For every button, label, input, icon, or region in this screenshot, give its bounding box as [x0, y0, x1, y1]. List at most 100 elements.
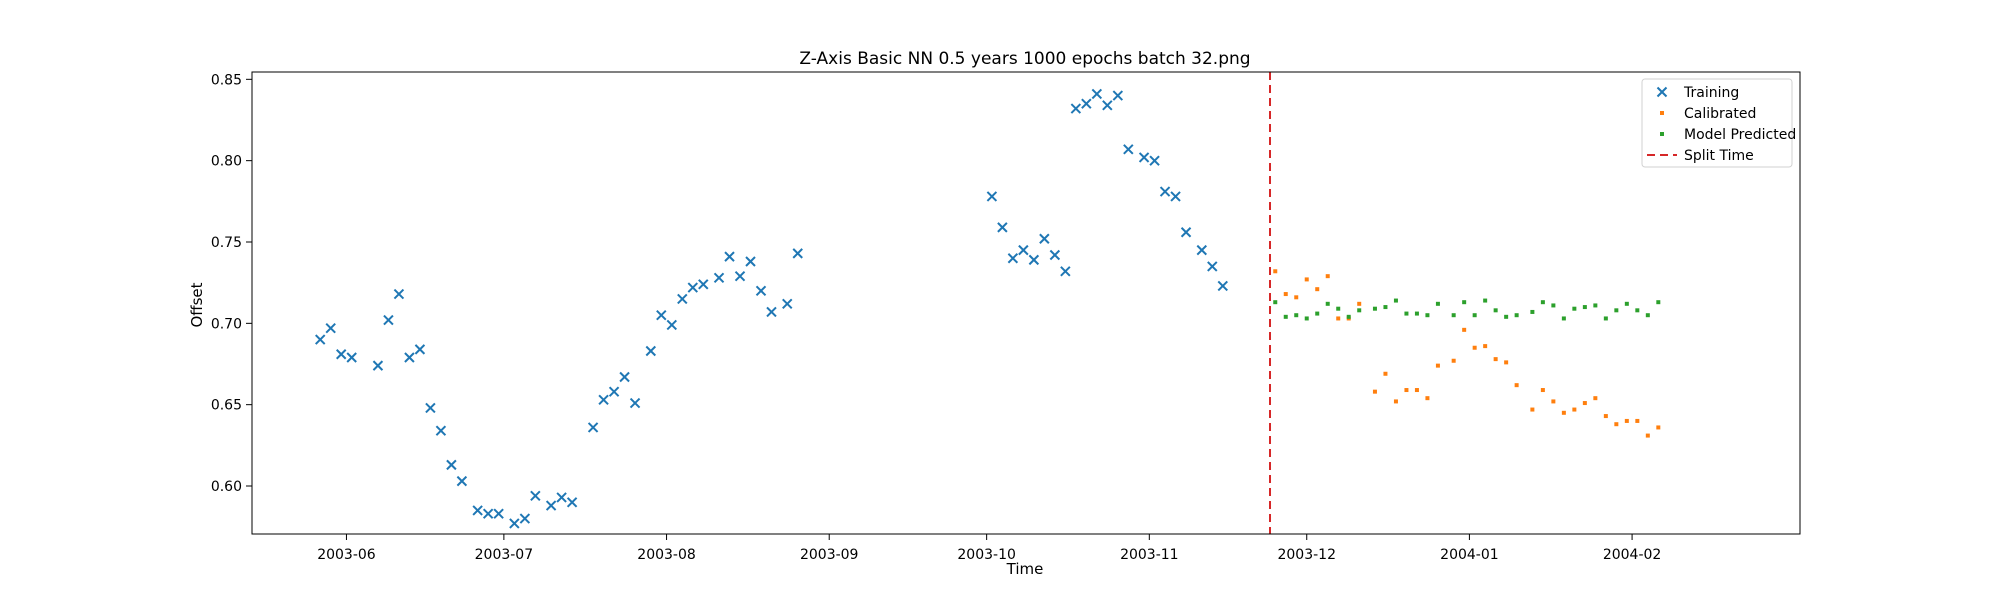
- series-1-point-32: [687, 282, 698, 293]
- series-1-point-53-stroke-b: [1102, 100, 1113, 111]
- series-1-point-22: [566, 497, 578, 508]
- legend-label-1: Training: [1683, 85, 1739, 101]
- x-tick-label-6: 2003-11: [1120, 547, 1179, 563]
- series-1-point-26-stroke-b: [619, 371, 630, 383]
- series-1-point-49: [1060, 266, 1071, 277]
- series-1-point-34-stroke-b: [713, 272, 725, 283]
- series-1-point-31-stroke-b: [677, 293, 688, 305]
- series-1-point-6-stroke-b: [383, 314, 394, 326]
- series-3-point-7: [1336, 306, 1341, 311]
- series-1-point-16: [493, 508, 504, 519]
- series-2-point-12: [1393, 399, 1398, 404]
- series-1-point-4: [346, 352, 357, 363]
- legend: Training Calibrated Model Predicted Split T…: [1641, 78, 1796, 168]
- series-1-point-58: [1159, 186, 1171, 197]
- series-1-point-9-stroke-b: [414, 344, 426, 355]
- series-1-point-34: [713, 272, 725, 283]
- series-3-point-25: [1540, 300, 1545, 305]
- series-1-point-18: [519, 513, 531, 524]
- series-1-point-4-stroke-b: [346, 352, 357, 363]
- series-2-point-23: [1514, 383, 1519, 388]
- series-1-point-25: [608, 386, 620, 397]
- series-3-point-28: [1572, 306, 1577, 311]
- series-3-point-31: [1603, 316, 1608, 321]
- y-tick-label-5: 0.80: [211, 154, 242, 170]
- y-axis-label: Offset: [188, 282, 206, 327]
- series-1-point-44: [1007, 253, 1019, 264]
- series-1-point-60-stroke-b: [1180, 227, 1192, 238]
- legend-label-4: Split Time: [1684, 148, 1754, 164]
- series-1-point-5: [372, 360, 384, 371]
- series-3-point-19: [1472, 313, 1477, 318]
- legend-marker-1: [1656, 86, 1668, 98]
- x-tick-label-7: 2003-12: [1277, 547, 1336, 563]
- series-3-point-4: [1304, 316, 1309, 321]
- x-tick-label-1: 2003-06: [317, 547, 376, 563]
- x-tick-label-4: 2003-09: [800, 547, 859, 563]
- series-1-point-54: [1112, 90, 1124, 101]
- series-1-point-46: [1028, 254, 1040, 266]
- series-3-point-23: [1514, 313, 1519, 318]
- series-1-point-63-stroke-b: [1217, 280, 1228, 292]
- series-1-point-55-stroke-b: [1123, 144, 1134, 155]
- series-1-point-21: [556, 492, 567, 503]
- series-3-point-17: [1451, 313, 1456, 318]
- series-1-point-50-stroke-b: [1070, 103, 1082, 114]
- series-1-point-29-stroke-b: [656, 309, 667, 321]
- chart-title: Z-Axis Basic NN 0.5 years 1000 epochs ba…: [799, 49, 1250, 69]
- series-1-point-21-stroke-b: [556, 492, 567, 503]
- series-1-point-1-stroke-b: [315, 334, 326, 345]
- series-1-point-36-stroke-b: [734, 270, 746, 282]
- series-1-point-1: [315, 334, 326, 345]
- series-1-point-16-stroke-b: [493, 508, 504, 519]
- series-2-point-9: [1357, 301, 1362, 306]
- x-tick-label-8: 2004-01: [1440, 547, 1499, 563]
- series-1-point-39-stroke-b: [766, 306, 777, 318]
- series-2-point-16: [1435, 363, 1440, 368]
- series-1-point-7-stroke-b: [393, 288, 405, 300]
- series-2-point-11: [1383, 371, 1388, 376]
- series-1-point-61: [1196, 244, 1207, 256]
- series-3-point-22: [1504, 314, 1509, 319]
- series-1-point-32-stroke-b: [687, 282, 698, 293]
- series-1-point-35-stroke-b: [724, 251, 735, 262]
- series-1-point-57-stroke-b: [1149, 155, 1160, 166]
- series-1-point-38-stroke-b: [755, 285, 767, 297]
- series-1-point-33-stroke-b: [698, 279, 709, 290]
- series-1-point-31: [677, 293, 688, 305]
- series-3-point-1: [1273, 300, 1278, 305]
- series-1-point-51-stroke-b: [1081, 98, 1092, 109]
- series-1-point-10: [425, 402, 436, 414]
- series-1-point-33: [698, 279, 709, 290]
- series-1-point-19-stroke-b: [530, 490, 541, 501]
- plot-layer: [315, 72, 1661, 534]
- series-1-point-43: [997, 222, 1008, 233]
- series-1-point-59-stroke-b: [1170, 191, 1181, 202]
- series-1-point-28-stroke-b: [645, 345, 657, 357]
- series-1-point-8: [404, 352, 415, 363]
- series-1-point-12: [446, 459, 457, 471]
- series-1-point-42: [986, 191, 998, 202]
- series-1-point-45: [1018, 244, 1029, 256]
- legend-label-2: Calibrated: [1684, 106, 1756, 122]
- x-tick-label-9: 2004-02: [1603, 547, 1662, 563]
- series-1-point-11: [435, 425, 447, 436]
- series-1-point-39: [766, 306, 777, 318]
- y-tick-label-1: 0.60: [211, 479, 242, 495]
- series-1-point-38: [755, 285, 767, 297]
- series-1-point-61-stroke-b: [1196, 244, 1207, 256]
- series-2-point-28: [1572, 407, 1577, 412]
- series-1-point-15-stroke-b: [482, 508, 494, 519]
- series-1-point-22-stroke-b: [566, 497, 578, 508]
- series-1-point-44-stroke-b: [1007, 253, 1019, 264]
- series-1-point-7: [393, 288, 405, 300]
- series-2-point-35: [1645, 433, 1650, 438]
- series-2-point-1: [1273, 269, 1278, 274]
- series-2-point-7: [1336, 316, 1341, 321]
- series-2-point-13: [1404, 388, 1409, 393]
- series-1-point-62-stroke-b: [1207, 261, 1218, 272]
- series-1-point-8-stroke-b: [404, 352, 415, 363]
- legend-box: [1641, 78, 1793, 168]
- series-1-point-23: [587, 422, 599, 433]
